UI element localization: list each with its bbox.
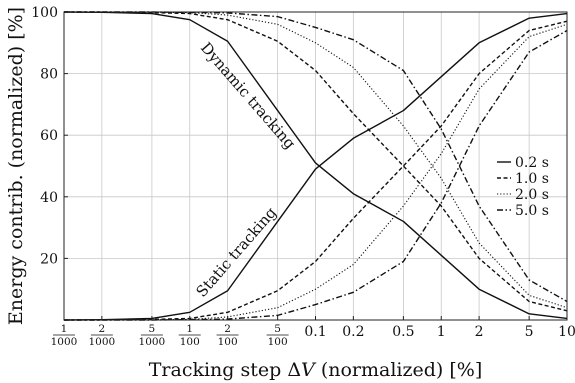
- series-dynamic-0-2-s: [63, 11, 568, 320]
- fraction-numerator: 5: [274, 323, 281, 335]
- y-tick-label: 40: [40, 190, 58, 206]
- fraction-denominator: 100: [180, 336, 200, 348]
- annotation-dynamic-tracking: Dynamic tracking: [197, 39, 299, 153]
- fraction-numerator: 1: [186, 323, 193, 335]
- legend-label: 1.0 s: [515, 171, 549, 187]
- fraction-numerator: 2: [99, 323, 106, 335]
- grid: [64, 12, 567, 320]
- x-tick-label: 0.5: [392, 324, 414, 340]
- x-tick-label: 2: [475, 324, 484, 340]
- fraction-numerator: 5: [149, 323, 156, 335]
- legend-label: 5.0 s: [515, 203, 549, 219]
- fraction-denominator: 100: [218, 336, 238, 348]
- series-static-2-0-s: [64, 23, 568, 321]
- y-tick-label: 100: [31, 5, 58, 21]
- x-tick-label: 0.2: [342, 324, 364, 340]
- y-tick-label: 60: [40, 128, 58, 144]
- y-tick-label: 80: [40, 67, 58, 83]
- fraction-denominator: 1000: [88, 336, 115, 348]
- legend-label: 2.0 s: [515, 187, 549, 203]
- x-axis-label: Tracking step ΔV (normalized) [%]: [149, 359, 483, 381]
- fraction-numerator: 1: [61, 323, 68, 335]
- x-tick-label: 0.1: [304, 324, 326, 340]
- x-tick-label: 5: [525, 324, 534, 340]
- fraction-numerator: 2: [224, 323, 231, 335]
- legend-label: 0.2 s: [515, 155, 549, 171]
- x-tick-label: 10: [558, 324, 575, 340]
- series-dynamic-2-0-s: [64, 11, 568, 309]
- fraction-denominator: 1000: [139, 336, 166, 348]
- fraction-denominator: 100: [268, 336, 288, 348]
- annotation-static-tracking: Static tracking: [192, 203, 280, 300]
- fraction-denominator: 1000: [51, 336, 78, 348]
- legend: 0.2 s1.0 s2.0 s5.0 s: [497, 155, 549, 219]
- x-tick-label: 1: [437, 324, 446, 340]
- y-axis-label: Energy contrib. (normalized) [%]: [5, 7, 27, 325]
- y-tick-label: 20: [40, 251, 58, 267]
